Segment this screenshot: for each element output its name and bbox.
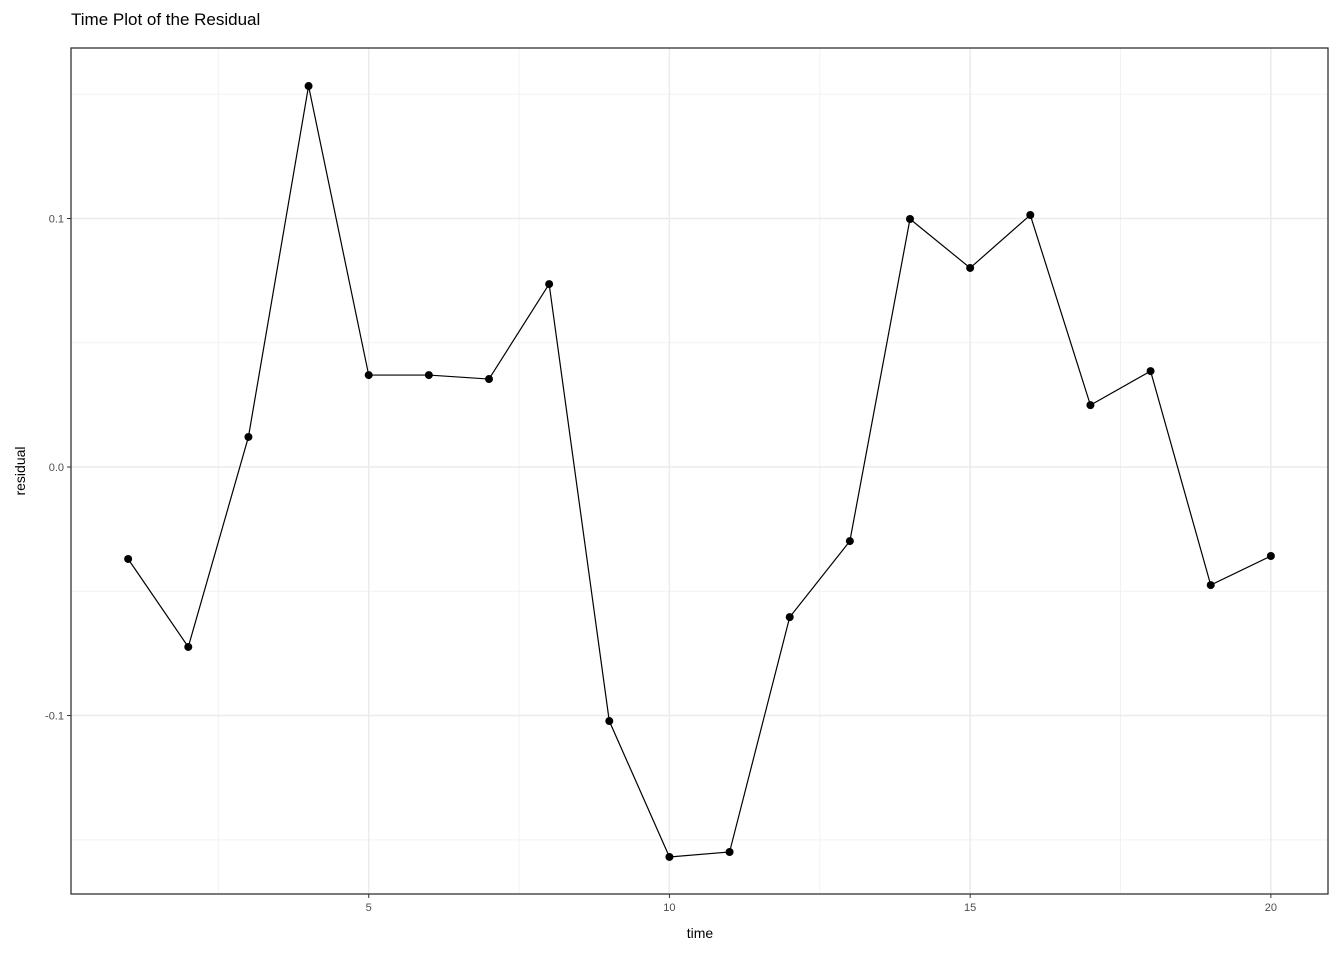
series-line — [127, 85, 1272, 858]
x-axis-label: time — [686, 925, 714, 941]
data-point — [545, 280, 554, 289]
y-tick-label: 0.1 — [49, 213, 64, 225]
x-tick-label: 20 — [1265, 902, 1277, 914]
data-point — [424, 371, 433, 380]
y-tick-label: -0.1 — [45, 711, 64, 723]
data-point — [605, 717, 614, 726]
data-point — [244, 432, 253, 441]
chart-title: Time Plot of the Residual — [71, 10, 261, 29]
data-point — [364, 371, 373, 380]
data-point — [966, 263, 975, 272]
data-point — [484, 375, 493, 384]
x-tick-label: 15 — [964, 902, 976, 914]
data-point — [845, 537, 854, 546]
data-point — [1266, 551, 1275, 560]
data-point — [1026, 211, 1035, 220]
data-point — [725, 847, 734, 856]
data-point — [184, 642, 193, 651]
panel-border — [70, 47, 1329, 895]
data-point — [1086, 401, 1095, 410]
data-point — [785, 613, 794, 622]
y-tick-label: 0.0 — [49, 462, 64, 474]
y-axis-label: residual — [12, 446, 28, 496]
data-point — [124, 554, 133, 563]
data-point — [906, 214, 915, 223]
x-tick-label: 10 — [663, 902, 675, 914]
data-point — [304, 82, 313, 91]
data-point — [1146, 367, 1155, 376]
x-tick-label: 5 — [366, 902, 372, 914]
data-point — [665, 852, 674, 861]
data-point — [1206, 581, 1215, 590]
